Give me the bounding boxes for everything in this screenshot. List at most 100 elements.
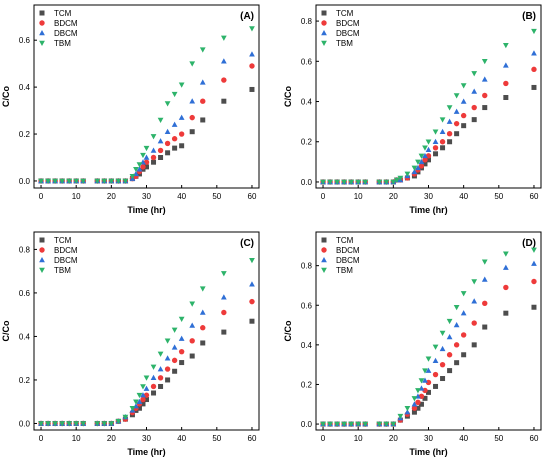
data-point: [157, 366, 164, 372]
x-tick-label: 10: [354, 192, 363, 201]
data-point: [199, 286, 206, 292]
data-point: [383, 179, 390, 185]
data-point: [171, 136, 178, 142]
data-point: [502, 62, 509, 68]
data-point: [164, 366, 171, 372]
data-point: [453, 108, 460, 114]
data-point: [531, 304, 537, 310]
x-tick-label: 50: [212, 192, 221, 201]
data-point: [422, 145, 428, 151]
data-point: [453, 304, 460, 311]
x-tick-label: 20: [107, 192, 116, 201]
data-point: [143, 145, 150, 152]
legend-marker: [321, 30, 327, 36]
data-point: [460, 112, 467, 119]
data-point: [220, 35, 227, 41]
data-point: [422, 387, 428, 394]
data-point: [531, 66, 537, 73]
y-tick-label: 0.4: [301, 98, 313, 107]
data-point: [189, 322, 196, 328]
x-tick-label: 40: [177, 192, 186, 201]
data-point: [422, 152, 428, 159]
data-point: [249, 26, 255, 32]
data-point: [447, 368, 453, 374]
legend-label: DBCM: [54, 29, 78, 38]
data-point: [453, 322, 460, 328]
data-point: [101, 178, 108, 184]
y-tick-label: 0.6: [301, 301, 313, 310]
data-point: [471, 71, 478, 77]
data-point: [327, 179, 333, 185]
data-point: [108, 178, 115, 184]
data-point: [171, 357, 178, 364]
data-point: [471, 88, 478, 94]
data-point: [432, 357, 439, 363]
data-point: [171, 121, 178, 127]
x-tick-label: 50: [494, 192, 503, 201]
data-point: [531, 278, 537, 285]
y-tick-label: 0.0: [301, 420, 313, 429]
data-point: [129, 174, 136, 180]
y-axis-label: C/Co: [283, 320, 293, 341]
data-point: [199, 309, 206, 315]
data-point: [531, 247, 537, 253]
y-tick-label: 0.6: [19, 36, 31, 45]
data-point: [481, 76, 488, 82]
y-tick-label: 0.2: [301, 138, 313, 147]
data-point: [482, 105, 488, 111]
data-point: [320, 421, 326, 428]
data-point: [446, 131, 453, 137]
data-point: [320, 179, 326, 185]
data-point: [136, 162, 143, 168]
x-tick-label: 0: [39, 192, 44, 201]
y-tick-label: 0.6: [301, 57, 313, 66]
x-tick-label: 40: [459, 192, 468, 201]
chart-panel: 0 10 20 30 40 50 60 0.0 0.2 0.4 0.6 0.8 Time (hr) C/C…: [283, 4, 542, 215]
legend-label: DBCM: [54, 256, 78, 265]
data-point: [249, 281, 255, 287]
data-point: [133, 166, 139, 173]
data-point: [460, 98, 467, 104]
data-point: [454, 360, 460, 366]
data-point: [73, 178, 80, 184]
data-point: [460, 291, 467, 297]
data-point: [439, 117, 446, 123]
data-point: [38, 178, 44, 184]
data-point: [411, 168, 418, 175]
data-point: [178, 348, 185, 355]
y-axis-label: C/Co: [1, 86, 11, 107]
data-point: [80, 421, 87, 427]
legend-marker: [321, 10, 327, 16]
data-point: [432, 371, 439, 378]
y-tick-label: 0.6: [19, 289, 31, 298]
x-axis-label: Time (hr): [127, 205, 165, 215]
legend-label: TCM: [336, 236, 354, 245]
legend-marker: [39, 257, 45, 263]
y-tick-label: 0.2: [301, 380, 313, 389]
x-tick-label: 50: [212, 434, 221, 443]
data-point: [397, 175, 404, 181]
legend-marker: [39, 30, 45, 36]
x-axis-label: Time (hr): [127, 447, 165, 457]
x-tick-label: 50: [494, 434, 503, 443]
data-point: [189, 114, 195, 121]
data-point: [151, 390, 157, 396]
data-point: [220, 294, 227, 300]
data-point: [136, 166, 143, 172]
data-point: [115, 419, 122, 425]
data-point: [164, 355, 171, 361]
data-point: [172, 145, 178, 151]
y-tick-label: 0.8: [301, 17, 313, 26]
data-point: [461, 352, 467, 358]
data-point: [418, 158, 425, 165]
y-axis-label: C/Co: [283, 86, 293, 107]
data-point: [249, 63, 255, 69]
data-point: [200, 325, 206, 331]
data-point: [178, 335, 185, 341]
y-tick-label: 0.4: [19, 332, 31, 341]
data-point: [151, 159, 157, 165]
data-point: [503, 310, 509, 316]
